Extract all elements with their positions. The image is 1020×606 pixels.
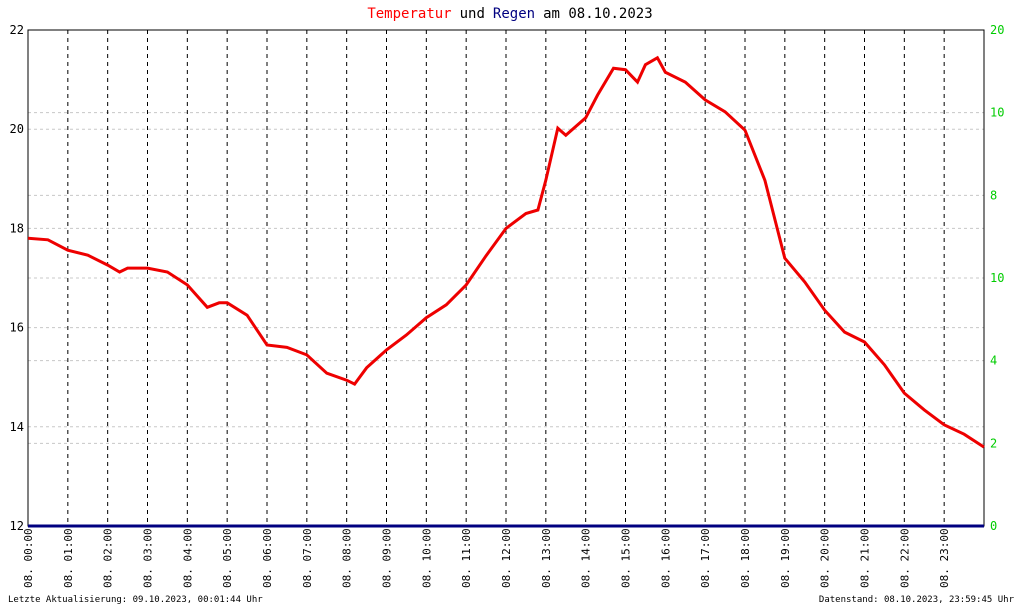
x-tick-label: 08. 20:00 — [819, 528, 832, 588]
title-part: und — [460, 6, 485, 22]
y-tick-label: 14 — [10, 420, 24, 434]
y2-tick-label: 10 — [990, 106, 1004, 120]
title-part: am 08.10.2023 — [543, 6, 653, 22]
y-tick-label: 20 — [10, 122, 24, 136]
x-tick-label: 08. 15:00 — [620, 528, 633, 588]
y2-tick-label: 20 — [990, 23, 1004, 37]
x-tick-label: 08. 02:00 — [102, 528, 115, 588]
y2-tick-label: 8 — [990, 188, 997, 202]
y2-tick-label: 2 — [990, 436, 997, 450]
x-tick-label: 08. 22:00 — [898, 528, 911, 588]
x-tick-label: 08. 10:00 — [420, 528, 433, 588]
x-tick-label: 08. 05:00 — [221, 528, 234, 588]
footer-left: Letzte Aktualisierung: 09.10.2023, 00:01… — [8, 595, 263, 605]
title-part: Regen — [493, 6, 535, 22]
x-tick-label: 08. 17:00 — [699, 528, 712, 588]
x-tick-label: 08. 12:00 — [500, 528, 513, 588]
y-tick-label: 22 — [10, 23, 24, 37]
chart-title: Temperatur und Regen am 08.10.2023 — [367, 6, 652, 22]
x-tick-label: 08. 18:00 — [739, 528, 752, 588]
x-tick-label: 08. 23:00 — [938, 528, 951, 588]
x-tick-label: 08. 16:00 — [659, 528, 672, 588]
y-tick-label: 12 — [10, 519, 24, 533]
x-tick-label: 08. 00:00 — [22, 528, 35, 588]
y2-tick-label: 4 — [990, 354, 997, 368]
temperature-line — [27, 55, 985, 449]
x-tick-label: 08. 01:00 — [62, 528, 75, 588]
x-tick-label: 08. 21:00 — [859, 528, 872, 588]
x-tick-label: 08. 11:00 — [460, 528, 473, 588]
x-tick-label: 08. 03:00 — [142, 528, 155, 588]
footer-right: Datenstand: 08.10.2023, 23:59:45 Uhr — [819, 595, 1015, 605]
y-tick-label: 18 — [10, 221, 24, 235]
y-tick-label: 16 — [10, 321, 24, 335]
y2-tick-label: 10 — [990, 271, 1004, 285]
x-tick-label: 08. 06:00 — [261, 528, 274, 588]
title-part: Temperatur — [367, 6, 451, 22]
x-tick-label: 08. 13:00 — [540, 528, 553, 588]
x-tick-label: 08. 14:00 — [580, 528, 593, 588]
x-tick-label: 08. 08:00 — [341, 528, 354, 588]
x-tick-label: 08. 04:00 — [181, 528, 194, 588]
x-tick-label: 08. 19:00 — [779, 528, 792, 588]
x-tick-label: 08. 07:00 — [301, 528, 314, 588]
x-tick-label: 08. 09:00 — [381, 528, 394, 588]
y2-tick-label: 0 — [990, 519, 997, 533]
